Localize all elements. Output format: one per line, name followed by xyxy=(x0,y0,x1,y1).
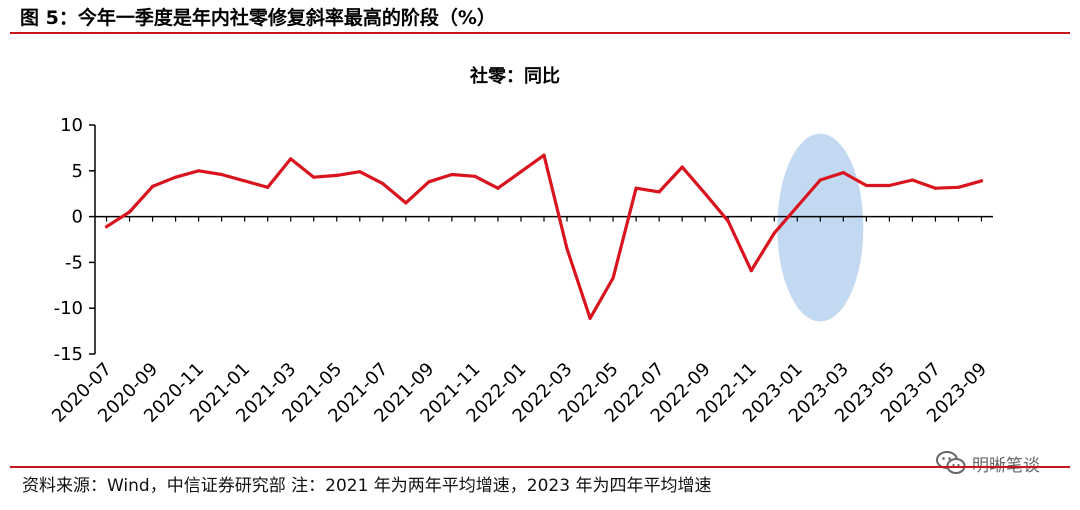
data-point xyxy=(565,247,568,250)
data-point xyxy=(381,182,384,185)
data-point xyxy=(865,184,868,187)
data-point xyxy=(635,187,638,190)
data-point xyxy=(220,173,223,176)
data-point xyxy=(842,171,845,174)
data-point xyxy=(704,192,707,195)
watermark-text: 明晰笔谈 xyxy=(972,451,1040,476)
data-point xyxy=(980,179,983,182)
data-point xyxy=(681,166,684,169)
chart-title: 社零：同比 xyxy=(470,65,560,87)
highlight-ellipse-layer xyxy=(777,134,863,322)
data-point xyxy=(773,231,776,234)
data-point xyxy=(312,176,315,179)
figure-header: 图 5：今年一季度是年内社零修复斜率最高的阶段（%） xyxy=(10,4,1070,34)
figure-title: 图 5：今年一季度是年内社零修复斜率最高的阶段（%） xyxy=(20,4,496,32)
data-point xyxy=(611,276,614,279)
bottom-divider xyxy=(10,466,1070,468)
data-point xyxy=(496,187,499,190)
data-point xyxy=(542,154,545,157)
data-point xyxy=(819,178,822,181)
line-chart: 1050-5-10-152020-072020-092020-112021-01… xyxy=(0,40,1080,460)
data-point xyxy=(105,225,108,228)
source-note: 资料来源：Wind，中信证券研究部 注：2021 年为两年平均增速，2023 年… xyxy=(22,474,711,498)
data-point xyxy=(174,176,177,179)
data-point xyxy=(934,187,937,190)
data-point xyxy=(243,179,246,182)
data-point xyxy=(957,186,960,189)
data-point xyxy=(358,170,361,173)
data-point xyxy=(796,205,799,208)
y-tick-label: -15 xyxy=(54,344,83,365)
data-point xyxy=(197,169,200,172)
y-tick-label: 10 xyxy=(60,115,83,136)
data-point xyxy=(427,180,430,183)
y-tick-label: -10 xyxy=(54,298,83,319)
data-point xyxy=(450,173,453,176)
data-point xyxy=(519,170,522,173)
data-point xyxy=(588,317,591,320)
y-tick-label: 0 xyxy=(72,207,83,228)
data-point xyxy=(128,210,131,213)
data-point xyxy=(750,269,753,272)
data-point xyxy=(289,157,292,160)
data-point xyxy=(473,175,476,178)
data-point xyxy=(404,201,407,204)
data-point xyxy=(727,220,730,223)
top-divider xyxy=(10,32,1070,34)
data-point xyxy=(911,178,914,181)
watermark: 明晰笔谈 xyxy=(936,448,1040,478)
data-point xyxy=(266,186,269,189)
data-point xyxy=(151,185,154,188)
data-point xyxy=(888,184,891,187)
y-tick-label: 5 xyxy=(72,161,83,182)
data-point xyxy=(658,190,661,193)
highlight-ellipse xyxy=(777,134,863,322)
y-tick-label: -5 xyxy=(65,252,83,273)
wechat-icon xyxy=(936,450,966,476)
data-point xyxy=(335,174,338,177)
